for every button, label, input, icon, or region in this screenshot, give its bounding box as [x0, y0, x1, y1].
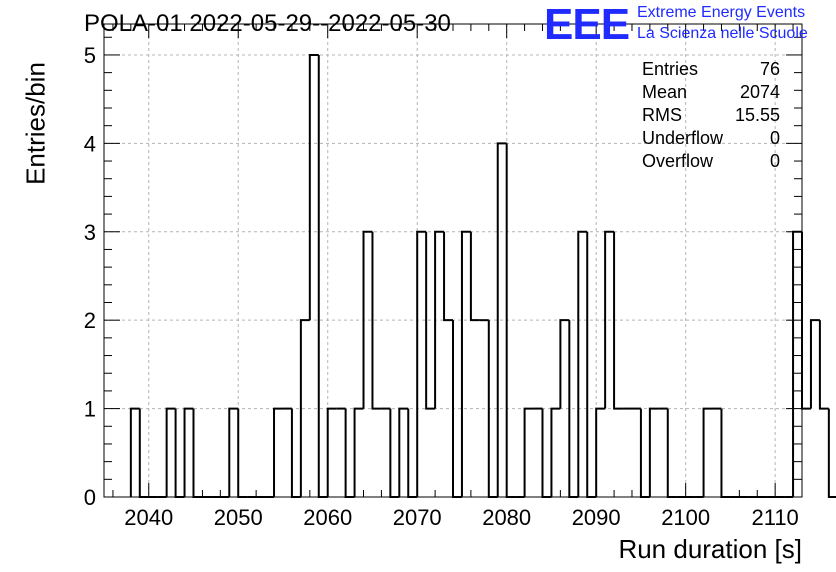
stat-label: Underflow — [642, 128, 724, 148]
histogram-bin — [702, 407, 713, 497]
histogram-bin — [371, 231, 382, 410]
histogram-bin — [559, 319, 570, 409]
histogram-bin — [818, 320, 829, 410]
histogram-bin — [496, 142, 507, 497]
histogram-bin — [550, 407, 561, 497]
histogram-bin — [613, 231, 624, 410]
histogram-bin — [183, 407, 194, 497]
stat-value: 0 — [769, 128, 780, 148]
stat-row-overflow: Overflow 0 — [642, 150, 780, 173]
histogram-bin — [523, 407, 534, 497]
stat-value: 76 — [759, 59, 780, 79]
histogram-bin — [648, 407, 659, 497]
stat-row-mean: Mean 2074 — [642, 81, 780, 104]
histogram-bin — [452, 320, 462, 498]
histogram-bin — [639, 408, 650, 498]
histogram-bin — [129, 407, 140, 497]
y-tick-label: 4 — [84, 131, 96, 156]
histogram-bin — [237, 408, 248, 498]
y-tick-label: 5 — [84, 43, 96, 68]
histogram-bin — [192, 408, 203, 498]
histogram-bin — [720, 408, 731, 498]
histogram-bin — [487, 320, 498, 498]
stat-label: Overflow — [642, 151, 714, 171]
histogram-bin — [165, 407, 176, 497]
histogram-bin — [299, 319, 310, 497]
stat-value: 15.55 — [734, 105, 780, 125]
histogram-bin — [595, 407, 606, 497]
stat-row-entries: Entries 76 — [642, 58, 780, 81]
stat-label: Mean — [642, 82, 688, 102]
logo-line-1: Extreme Energy Events — [637, 4, 806, 21]
histogram-bin — [666, 408, 677, 498]
y-axis-label: Entries/bin — [20, 62, 51, 185]
stat-value: 2074 — [739, 82, 780, 102]
histogram-bin — [586, 231, 597, 498]
stat-row-rms: RMS 15.55 — [642, 104, 780, 127]
histogram-bin — [290, 408, 301, 498]
histogram-bin — [228, 407, 239, 497]
histogram-bin — [801, 231, 811, 410]
y-tick-label: 0 — [84, 485, 96, 510]
histogram-bin — [389, 408, 400, 498]
x-tick-label: 2110 — [751, 505, 798, 530]
stat-value: 0 — [769, 151, 780, 171]
histogram-bin — [407, 408, 418, 498]
histogram-bin — [416, 230, 427, 497]
histogram-bin — [344, 408, 355, 498]
x-tick-label: 2080 — [482, 505, 531, 530]
stat-label: RMS — [642, 105, 682, 125]
histogram-bin — [425, 231, 436, 410]
logo-line-2: La Scienza nelle Scuole — [637, 25, 808, 42]
histogram-bin — [273, 407, 283, 497]
histogram-bin — [827, 408, 836, 498]
histogram-bin — [138, 408, 149, 498]
y-tick-label: 2 — [84, 308, 96, 333]
x-axis-label: Run duration [s] — [618, 534, 802, 564]
x-tick-label: 2070 — [393, 505, 442, 530]
stats-box: Entries 76 Mean 2074 RMS 15.55 Underflow… — [642, 58, 780, 173]
histogram-bin — [443, 231, 453, 322]
histogram-bin — [505, 143, 516, 498]
x-tick-label: 2050 — [214, 505, 263, 530]
histogram-bin — [460, 230, 471, 497]
histogram-bin — [604, 230, 615, 409]
stat-label: Entries — [642, 59, 699, 79]
histogram-bin — [353, 407, 364, 497]
x-tick-label: 2100 — [661, 505, 710, 530]
histogram-bin — [308, 53, 319, 321]
histogram-bin — [541, 408, 552, 498]
x-tick-label: 2060 — [303, 505, 352, 530]
histogram-bin — [469, 231, 480, 322]
histogram-bin — [326, 407, 337, 497]
y-tick-label: 1 — [84, 397, 96, 422]
histogram-bin — [434, 230, 445, 409]
histogram-bin — [174, 408, 185, 498]
histogram-bin — [577, 230, 588, 497]
y-tick-label: 3 — [84, 220, 96, 245]
histogram-bin — [809, 319, 820, 409]
histogram-bin — [362, 230, 373, 409]
eee-logo: EEE — [544, 0, 630, 49]
histogram-bin — [398, 407, 409, 497]
stat-row-underflow: Underflow 0 — [642, 127, 780, 150]
x-tick-label: 2040 — [124, 505, 173, 530]
chart-title: POLA-01 2022-05-29--2022-05-30 — [84, 10, 451, 37]
x-tick-label: 2090 — [572, 505, 621, 530]
histogram-bin — [317, 54, 328, 498]
histogram-bin — [792, 230, 802, 497]
histogram-bin — [568, 320, 579, 498]
